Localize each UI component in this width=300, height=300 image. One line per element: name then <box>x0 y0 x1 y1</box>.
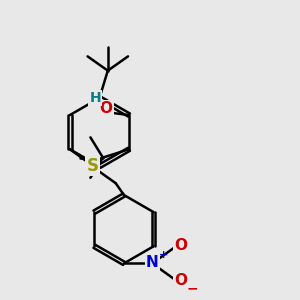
Text: +: + <box>159 250 168 260</box>
Text: H: H <box>89 91 101 105</box>
Text: O: O <box>174 238 187 253</box>
Text: N: N <box>146 255 159 270</box>
Text: −: − <box>187 282 198 296</box>
Text: O: O <box>100 101 113 116</box>
Text: S: S <box>86 157 98 175</box>
Text: O: O <box>174 273 187 288</box>
